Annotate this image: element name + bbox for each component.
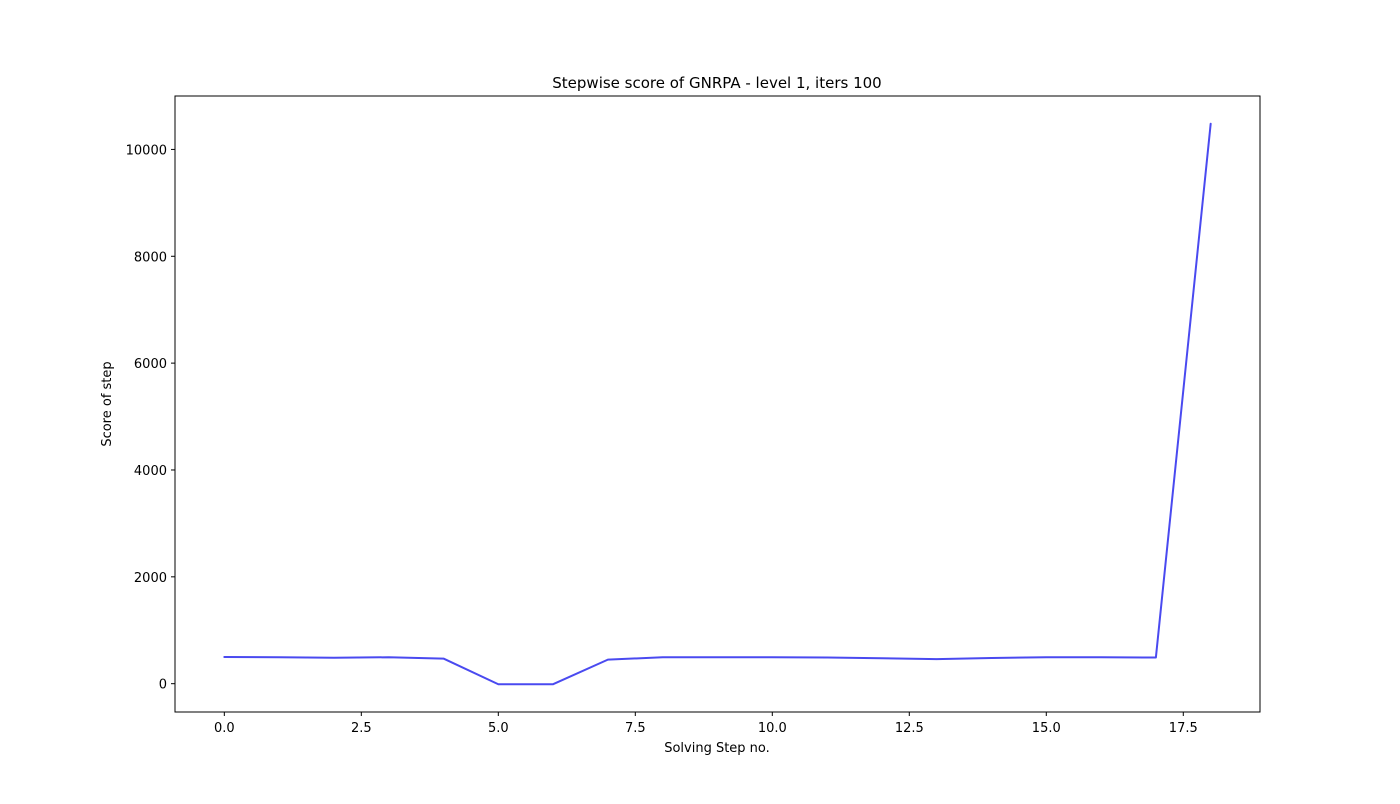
y-tick-label: 8000 (134, 250, 167, 265)
y-tick-label: 6000 (134, 357, 167, 372)
y-axis-label: Score of step (100, 361, 115, 446)
plot-area-frame (174, 95, 1261, 713)
data-point (1099, 655, 1104, 660)
series-layer (222, 121, 1213, 687)
data-point (331, 655, 336, 660)
x-tick-label: 17.5 (1169, 721, 1198, 736)
series-line (223, 122, 1212, 686)
data-point (989, 656, 994, 661)
data-point (879, 656, 884, 661)
x-tick-label: 2.5 (351, 721, 372, 736)
data-point (715, 655, 720, 660)
x-tick-label: 12.5 (895, 721, 924, 736)
y-axis-ticks: 0 2000 4000 6000 8000 10000 (126, 143, 175, 693)
data-point (1153, 655, 1158, 660)
y-tick-label: 0 (159, 678, 167, 693)
data-point (934, 657, 939, 662)
data-point (605, 657, 610, 662)
x-tick-label: 0.0 (214, 721, 235, 736)
x-axis-ticks: 0.0 2.5 5.0 7.5 10.0 12.5 15.0 17.5 (214, 712, 1198, 736)
x-axis-label: Solving Step no. (664, 741, 770, 756)
data-point (660, 655, 665, 660)
data-point (1208, 121, 1213, 126)
x-tick-label: 7.5 (625, 721, 646, 736)
data-point (441, 656, 446, 661)
x-tick-label: 10.0 (758, 721, 787, 736)
data-point (386, 655, 391, 660)
data-point (277, 655, 282, 660)
chart-title: Stepwise score of GNRPA - level 1, iters… (552, 74, 881, 92)
y-tick-label: 4000 (134, 464, 167, 479)
data-point (770, 655, 775, 660)
data-point (1044, 655, 1049, 660)
data-point (825, 655, 830, 660)
y-tick-label: 10000 (126, 143, 167, 158)
y-tick-label: 2000 (134, 571, 167, 586)
x-tick-label: 15.0 (1032, 721, 1061, 736)
data-point (496, 682, 501, 687)
data-point (222, 654, 227, 659)
data-point (551, 682, 556, 687)
x-tick-label: 5.0 (488, 721, 509, 736)
